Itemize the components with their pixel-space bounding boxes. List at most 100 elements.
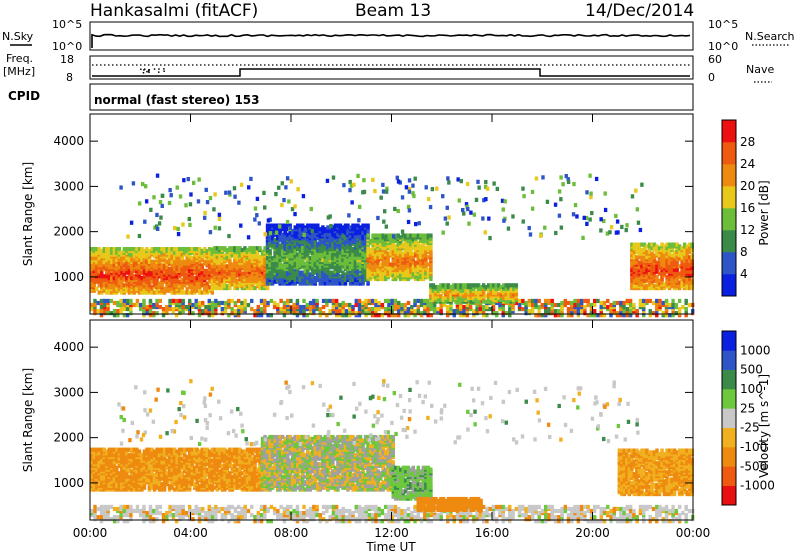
power-cell [129, 299, 132, 303]
power-cell [319, 307, 322, 311]
power-cell [374, 303, 377, 307]
sky-bottom-tick-right: 10^0 [708, 40, 738, 53]
power-cell [221, 307, 224, 311]
power-cell [159, 200, 162, 204]
power-cell [188, 223, 191, 227]
power-cell [539, 234, 542, 238]
power-cell [156, 174, 159, 178]
sky-top-tick-right: 10^5 [708, 18, 738, 31]
power-cell [299, 305, 302, 309]
power-cell [521, 307, 524, 311]
power-cell [487, 217, 490, 221]
power-cell [436, 307, 439, 311]
power-cell [575, 214, 578, 218]
power-cell [218, 226, 221, 230]
power-cell [547, 299, 550, 303]
power-cell [282, 198, 285, 202]
power-cell [203, 216, 206, 220]
power-cell [204, 311, 207, 315]
freq-dot [154, 68, 156, 70]
power-cell [671, 299, 674, 303]
power-cell [466, 182, 469, 186]
power-cell [288, 226, 291, 230]
power-cell [439, 309, 442, 313]
power-cell [149, 309, 152, 313]
power-cell [230, 299, 233, 303]
power-cell [588, 174, 591, 178]
power-cell [462, 305, 465, 309]
power-cell [332, 175, 335, 179]
power-cell [544, 309, 547, 313]
power-cell [256, 197, 259, 201]
power-cell [631, 194, 634, 198]
power-cell [211, 309, 214, 313]
power-cell [90, 303, 93, 307]
power-cell [518, 303, 521, 307]
power-cell [276, 303, 279, 307]
power-cell [136, 299, 139, 303]
power-cell [228, 286, 231, 290]
power-cell [429, 244, 432, 248]
power-cell [616, 311, 619, 315]
nsky-label: N.Sky [2, 30, 34, 43]
power-cell [123, 299, 126, 303]
power-cell [211, 301, 214, 305]
power-cell [181, 299, 184, 303]
power-cell [405, 185, 408, 189]
power-cell [518, 299, 521, 303]
power-cell [155, 299, 158, 303]
power-cell [338, 303, 341, 307]
power-cell [110, 311, 113, 315]
power-cell [394, 299, 397, 303]
power-cell [397, 179, 400, 183]
power-cell [327, 215, 330, 219]
power-cell [466, 207, 469, 211]
power-cell [214, 311, 217, 315]
power-cell [118, 247, 121, 251]
date-title: 14/Dec/2014 [585, 1, 694, 21]
power-cell [614, 214, 617, 218]
power-cell [100, 309, 103, 313]
power-cell [230, 307, 233, 311]
power-cell [355, 303, 358, 307]
power-cell [521, 299, 524, 303]
power-cell [234, 301, 237, 305]
power-cell [488, 307, 491, 311]
power-cell [322, 311, 325, 315]
power-cell [688, 303, 691, 307]
power-cell [100, 299, 103, 303]
power-cell [139, 303, 142, 307]
power-cell [262, 191, 265, 195]
power-cell [475, 307, 478, 311]
power-cell [447, 215, 450, 219]
power-cell [600, 305, 603, 309]
power-cell [479, 307, 482, 311]
freq-unit-label: [MHz] [3, 65, 35, 78]
power-cell [176, 227, 179, 231]
power-cell [293, 212, 296, 216]
power-cell [182, 178, 185, 182]
power-cell [492, 181, 495, 185]
power-cell [123, 303, 126, 307]
power-cell [573, 303, 576, 307]
power-cell [567, 307, 570, 311]
power-cell [613, 301, 616, 305]
power-cell [315, 299, 318, 303]
power-cell [195, 303, 198, 307]
power-cell [302, 194, 305, 198]
power-cell [537, 305, 540, 309]
power-cell [352, 183, 355, 187]
power-cell [234, 309, 237, 313]
power-cell [230, 311, 233, 315]
power-cell [178, 299, 181, 303]
velocity-cell [97, 515, 100, 519]
power-cell [560, 226, 563, 230]
power-cell [486, 187, 489, 191]
power-cell [181, 309, 184, 313]
power-cell [350, 200, 353, 204]
power-cell [665, 299, 668, 303]
power-cell [414, 222, 417, 226]
power-cell [368, 307, 371, 311]
power-cell [191, 311, 194, 315]
power-cell [400, 303, 403, 307]
